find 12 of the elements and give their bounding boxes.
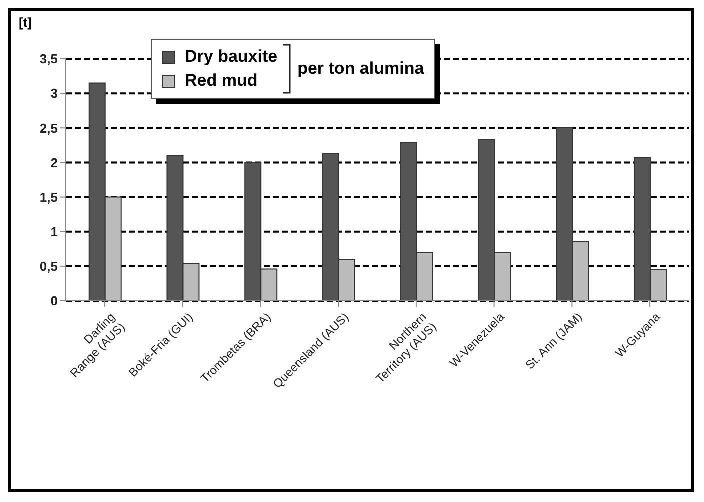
y-tick-label: 3 <box>50 86 58 102</box>
y-tick-label: 1 <box>50 224 58 240</box>
y-tick-label: 0,5 <box>40 259 58 274</box>
y-tick-label: 1,5 <box>40 190 58 205</box>
legend-title: per ton alumina <box>298 59 424 79</box>
y-axis-title: [t] <box>19 15 32 30</box>
legend-label: Red mud <box>185 71 258 91</box>
y-tick-label: 3,5 <box>40 52 58 67</box>
y-tick-label: 0 <box>50 294 58 309</box>
y-tick-label: 2,5 <box>40 120 58 136</box>
y-tick-label: 2 <box>50 155 58 170</box>
legend-label: Dry bauxite <box>185 47 278 67</box>
